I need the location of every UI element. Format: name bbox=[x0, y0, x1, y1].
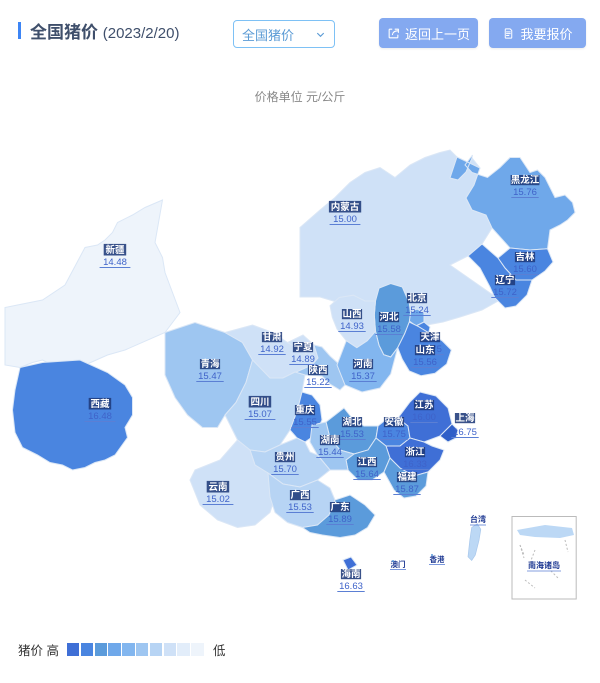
svg-text:湖北: 湖北 bbox=[342, 416, 362, 428]
svg-text:15.55: 15.55 bbox=[293, 417, 317, 428]
svg-text:贵州: 贵州 bbox=[275, 451, 294, 463]
svg-text:吉林: 吉林 bbox=[515, 251, 535, 263]
svg-text:广东: 广东 bbox=[330, 501, 350, 513]
svg-text:新疆: 新疆 bbox=[105, 244, 125, 256]
svg-text:15.60: 15.60 bbox=[513, 264, 537, 275]
svg-text:南海诸岛: 南海诸岛 bbox=[528, 560, 560, 570]
svg-text:西藏: 西藏 bbox=[90, 398, 110, 410]
svg-text:15.89: 15.89 bbox=[328, 514, 352, 525]
svg-text:福建: 福建 bbox=[397, 471, 417, 483]
svg-text:15.56: 15.56 bbox=[413, 357, 437, 368]
svg-text:上海: 上海 bbox=[455, 412, 475, 424]
svg-text:台湾: 台湾 bbox=[470, 514, 486, 524]
svg-text:15.58: 15.58 bbox=[377, 324, 401, 335]
svg-text:15.75: 15.75 bbox=[382, 429, 406, 440]
svg-text:15.02: 15.02 bbox=[206, 494, 230, 505]
svg-text:16.48: 16.48 bbox=[88, 411, 112, 422]
svg-text:15.70: 15.70 bbox=[273, 464, 297, 475]
svg-text:黑龙江: 黑龙江 bbox=[511, 174, 540, 186]
svg-text:山西: 山西 bbox=[342, 308, 361, 320]
svg-text:14.48: 14.48 bbox=[103, 257, 127, 268]
svg-text:15.64: 15.64 bbox=[355, 469, 379, 480]
svg-text:15.47: 15.47 bbox=[198, 371, 222, 382]
svg-text:河南: 河南 bbox=[353, 358, 372, 370]
svg-text:15.53: 15.53 bbox=[288, 502, 312, 513]
svg-text:安徽: 安徽 bbox=[384, 416, 404, 428]
svg-text:山东: 山东 bbox=[415, 344, 435, 356]
svg-text:甘肃: 甘肃 bbox=[262, 331, 282, 343]
svg-text:云南: 云南 bbox=[208, 481, 227, 493]
svg-text:16.75: 16.75 bbox=[453, 427, 477, 438]
svg-text:16.63: 16.63 bbox=[339, 581, 363, 592]
svg-text:16.00: 16.00 bbox=[412, 412, 436, 423]
svg-text:15.37: 15.37 bbox=[351, 371, 375, 382]
svg-text:15.87: 15.87 bbox=[395, 484, 419, 495]
svg-text:15.22: 15.22 bbox=[306, 377, 330, 388]
svg-text:16.33: 16.33 bbox=[403, 459, 427, 470]
svg-text:辽宁: 辽宁 bbox=[495, 274, 514, 286]
svg-text:陕西: 陕西 bbox=[308, 364, 327, 376]
svg-text:15.53: 15.53 bbox=[340, 429, 364, 440]
svg-text:15.24: 15.24 bbox=[405, 305, 429, 316]
svg-text:15.44: 15.44 bbox=[318, 447, 342, 458]
svg-text:天津: 天津 bbox=[420, 331, 440, 343]
svg-text:15.76: 15.76 bbox=[513, 187, 537, 198]
svg-text:海南: 海南 bbox=[341, 568, 360, 580]
svg-text:15.00: 15.00 bbox=[333, 214, 357, 225]
svg-text:15.07: 15.07 bbox=[248, 409, 272, 420]
svg-text:江苏: 江苏 bbox=[414, 399, 434, 411]
svg-text:湖南: 湖南 bbox=[320, 434, 339, 446]
svg-text:青海: 青海 bbox=[200, 358, 220, 370]
svg-text:内蒙古: 内蒙古 bbox=[331, 201, 360, 213]
svg-text:14.92: 14.92 bbox=[260, 344, 284, 355]
svg-text:广西: 广西 bbox=[290, 489, 309, 501]
svg-text:宁夏: 宁夏 bbox=[293, 341, 313, 353]
svg-text:浙江: 浙江 bbox=[405, 446, 425, 458]
svg-text:北京: 北京 bbox=[407, 292, 426, 304]
svg-text:14.93: 14.93 bbox=[340, 321, 364, 332]
svg-text:重庆: 重庆 bbox=[295, 404, 315, 416]
svg-text:14.89: 14.89 bbox=[291, 354, 315, 365]
svg-text:15.72: 15.72 bbox=[493, 287, 517, 298]
svg-text:江西: 江西 bbox=[357, 456, 376, 468]
svg-text:四川: 四川 bbox=[250, 397, 269, 408]
svg-text:河北: 河北 bbox=[379, 311, 399, 323]
